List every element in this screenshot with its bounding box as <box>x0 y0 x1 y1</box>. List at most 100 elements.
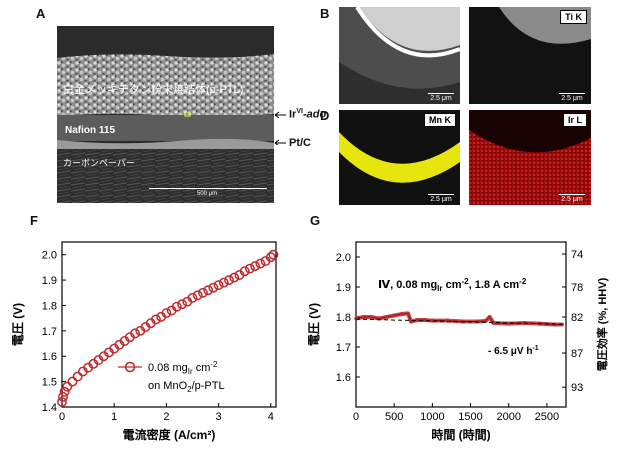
eds-panel-e-texture <box>469 110 591 205</box>
chart-g-xlabel: 時間 (時間) <box>431 427 490 442</box>
chart-f-point <box>59 386 70 397</box>
eds-panel-d-image: Mn K 2.5 μm <box>339 110 460 205</box>
eds-panel-e-element-label: Ir L <box>562 113 587 127</box>
chart-f-point <box>229 272 240 283</box>
sem-scale-label: 500 μm <box>197 191 218 197</box>
chart-g-ylabel: 電圧 (V) <box>307 303 321 346</box>
chart-g-point <box>406 311 410 316</box>
chart-g-point <box>409 319 413 324</box>
chart-f-point <box>171 301 182 312</box>
chart-g-y2tick-label: 87 <box>571 348 583 360</box>
chart-f-point <box>213 280 224 291</box>
chart-g-condition-text: , 1.8 A cm <box>469 279 520 291</box>
eds-panel-d-scale-label: 2.5 μm <box>430 196 452 203</box>
chart-g-xtick-label: 1000 <box>420 411 444 423</box>
sem-annotation-ptc: Pt/C <box>289 137 311 149</box>
sem-roi-box <box>184 111 191 117</box>
chart-f-ytick-label: 1.7 <box>42 326 57 338</box>
chart-g-rate: - 6.5 μV h-1 <box>488 345 539 357</box>
chart-f-legend-text: on MnO <box>148 380 188 392</box>
chart-f-legend-text: /p-PTL <box>192 380 225 392</box>
chart-g-point <box>476 319 480 324</box>
chart-f-legend-sub: 2 <box>187 385 192 394</box>
chart-g-point <box>422 318 427 322</box>
sem-annotation-ir: IrVI-ado <box>289 108 326 121</box>
chart-g-ytick-label: 1.8 <box>336 312 351 324</box>
chart-f-point <box>244 263 255 274</box>
chart-f-xtick-label: 0 <box>59 411 65 423</box>
sem-cross-section-image: 白金メッキチタン粉末焼結体(p-PTL) Nafion 115 カーボンペーパー… <box>57 26 274 203</box>
chart-f-legend-marker <box>124 361 136 373</box>
chart-f-ylabel: 電圧 (V) <box>11 303 25 346</box>
sem-layer-mid-label: Nafion 115 <box>65 125 116 136</box>
chart-f-xtick-label: 1 <box>111 411 117 423</box>
chart-f-point <box>151 314 161 325</box>
sem-annotation-arrows <box>274 111 286 145</box>
sem-annotation-ir-sup: VI <box>296 108 303 115</box>
chart-f-point <box>203 285 214 296</box>
chart-g-y2tick-label: 74 <box>571 249 583 261</box>
chart-g-ytick-label: 2.0 <box>336 252 351 264</box>
chart-f-ytick-label: 2.0 <box>42 250 57 262</box>
chart-f-point <box>218 277 229 288</box>
chart-f-point <box>250 261 261 272</box>
chart-f-ytick-label: 1.8 <box>42 300 57 312</box>
chart-f-point <box>58 391 68 402</box>
chart-g-condition-text: , 0.08 mg <box>390 279 437 291</box>
chart-g-condition-sup: -2 <box>519 277 527 286</box>
chart-g-frame <box>355 241 567 408</box>
chart-f-frame <box>61 241 277 408</box>
chart-f-point <box>255 258 266 269</box>
chart-g-condition-sub: Ir <box>437 284 442 293</box>
chart-f-point <box>130 328 141 339</box>
chart-f-point <box>67 376 78 387</box>
chart-g-xtick-label: 0 <box>353 411 359 423</box>
eds-panel-d-element-label: Mn K <box>424 113 456 127</box>
chart-g-rate-text: - 6.5 μV h <box>488 346 532 357</box>
sem-layer-bottom-label: カーボンペーパー <box>63 158 135 168</box>
eds-panel-c-scale: 2.5 μm <box>559 93 585 102</box>
chart-g-xtick-label: 2000 <box>496 411 520 423</box>
chart-g-condition-sup: -2 <box>461 277 469 286</box>
eds-panel-c-element-label: Ti K <box>560 10 587 24</box>
sem-scale-bar <box>149 188 267 189</box>
chart-g-point <box>560 322 564 327</box>
eds-panel-e-scale-label: 2.5 μm <box>561 196 583 203</box>
chart-g-point <box>487 315 492 319</box>
eds-panel-c-image: Ti K 2.5 μm <box>469 7 591 104</box>
eds-panel-d-scale: 2.5 μm <box>428 194 454 203</box>
sem-texture <box>57 26 274 203</box>
chart-g-point <box>491 321 496 325</box>
chart-f-legend-sub: Ir <box>188 367 193 376</box>
sem-layer-top-label: 白金メッキチタン粉末焼結体(p-PTL) <box>63 84 244 96</box>
chart-g-xtick-label: 1500 <box>458 411 482 423</box>
eds-panel-b-texture <box>339 7 460 104</box>
chart-g-ytick-label: 1.6 <box>336 372 351 384</box>
chart-f-ytick-label: 1.4 <box>42 402 57 414</box>
chart-g-trend-line <box>355 318 563 325</box>
chart-g-point <box>369 315 374 319</box>
chart-f-point <box>57 396 67 407</box>
chart-f-point <box>265 252 276 263</box>
eds-panel-b-scale: 2.5 μm <box>428 93 454 102</box>
panel-label-a: A <box>36 6 46 21</box>
chart-g-condition: Ⅳ, 0.08 mgIr cm-2, 1.8 A cm-2 <box>378 277 527 293</box>
chart-f-legend-text: cm <box>193 362 211 374</box>
chart-g-y2label: 電圧効率 (%, HHV) <box>595 277 609 371</box>
chart-f-point <box>239 266 250 277</box>
chart-g-xtick-label: 500 <box>385 411 403 423</box>
chart-f-xtick-label: 2 <box>163 411 169 423</box>
chart-f-point <box>187 292 198 303</box>
chart-f-ytick-label: 1.6 <box>42 351 57 363</box>
chart-f-point <box>224 275 234 286</box>
eds-panel-b-image: 2.5 μm <box>339 7 460 104</box>
chart-g-condition-text: cm <box>443 279 462 291</box>
chart-g-point <box>354 316 358 321</box>
sem-annotation-ir-prefix: Ir <box>289 108 297 121</box>
eds-panel-b-scale-label: 2.5 μm <box>430 95 452 102</box>
eds-panel-c-scale-label: 2.5 μm <box>561 95 583 102</box>
panel-label-d: D <box>320 108 330 123</box>
chart-g-point <box>384 315 389 319</box>
chart-g-y2tick-label: 78 <box>571 282 583 294</box>
chart-g-y2tick-label: 82 <box>571 312 583 324</box>
